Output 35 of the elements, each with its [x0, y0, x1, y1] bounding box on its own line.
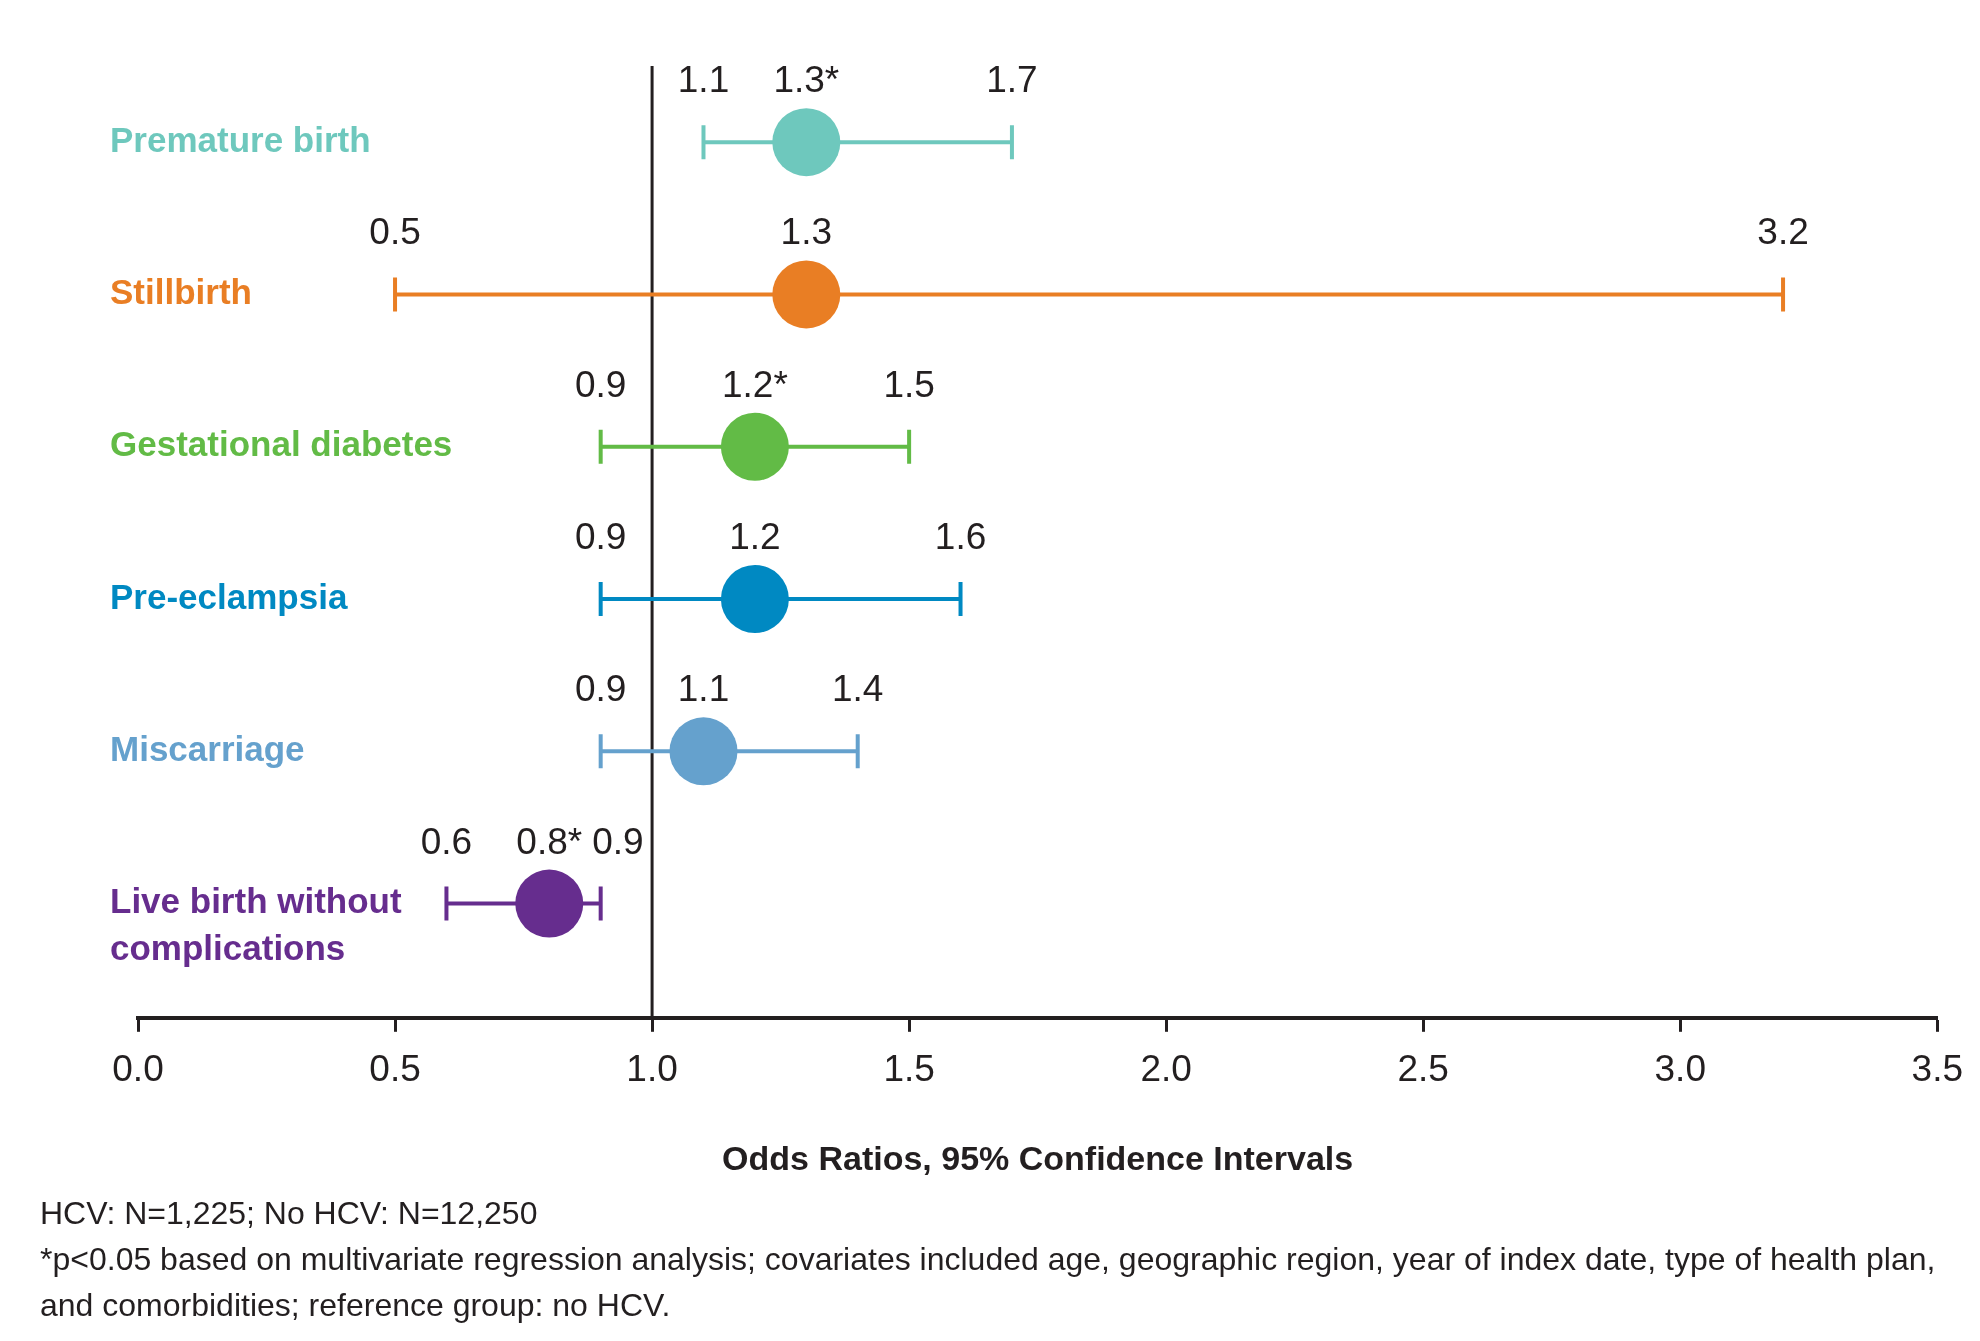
annotation: 0.9: [574, 363, 627, 405]
data-label: 1.3: [780, 211, 833, 253]
annotation: 1.7: [986, 59, 1038, 101]
x-tick-label: 0.5: [369, 1048, 421, 1090]
y-tick-label: Live birth without complications: [110, 881, 402, 968]
annotation: 0.6: [420, 820, 473, 862]
annotation: 3.2: [1757, 211, 1809, 253]
annotation: 0.9: [574, 668, 627, 710]
x-tick-label: 3.0: [1654, 1048, 1706, 1090]
y-tick-label: Pre-eclampsia: [110, 576, 348, 616]
annotation: 1.1: [677, 59, 730, 101]
x-tick-label: 2.5: [1397, 1048, 1449, 1090]
y-tick-label: Premature birth: [110, 119, 371, 159]
annotation: 0.9: [574, 516, 627, 558]
annotation: 1.4: [832, 668, 884, 710]
annotation: 0.9: [592, 820, 644, 862]
text: HCV: N=1,225; No HCV: N=12,250: [40, 1194, 539, 1233]
x-axis-title: Odds Ratios, 95% Confidence Intervals: [722, 1138, 1354, 1177]
annotation: 1.6: [934, 516, 987, 558]
data-label: 0.8*: [516, 820, 583, 862]
data-label: 1.2*: [721, 363, 788, 405]
x-tick-label: 0.0: [112, 1048, 164, 1090]
y-tick-label: Gestational diabetes: [110, 424, 453, 464]
text: *p<0.05 based on multivariate regression analysis; covariates included age, geographic region, year of index date, type of health plan, and comorbidities; reference group: no HCV.: [40, 1240, 1937, 1325]
y-tick-label: Stillbirth: [110, 272, 252, 312]
annotation: 0.5: [369, 211, 421, 253]
annotation: 1.5: [883, 363, 935, 405]
x-tick-label: 2.0: [1140, 1048, 1192, 1090]
data-label: 1.2: [729, 516, 781, 558]
data-label: 1.1: [677, 668, 730, 710]
x-tick-label: 1.0: [626, 1048, 678, 1090]
data-label: 1.3*: [773, 59, 840, 101]
x-tick-label: 3.5: [1911, 1048, 1963, 1090]
x-tick-label: 1.5: [883, 1048, 935, 1090]
y-tick-label: Miscarriage: [110, 728, 305, 768]
